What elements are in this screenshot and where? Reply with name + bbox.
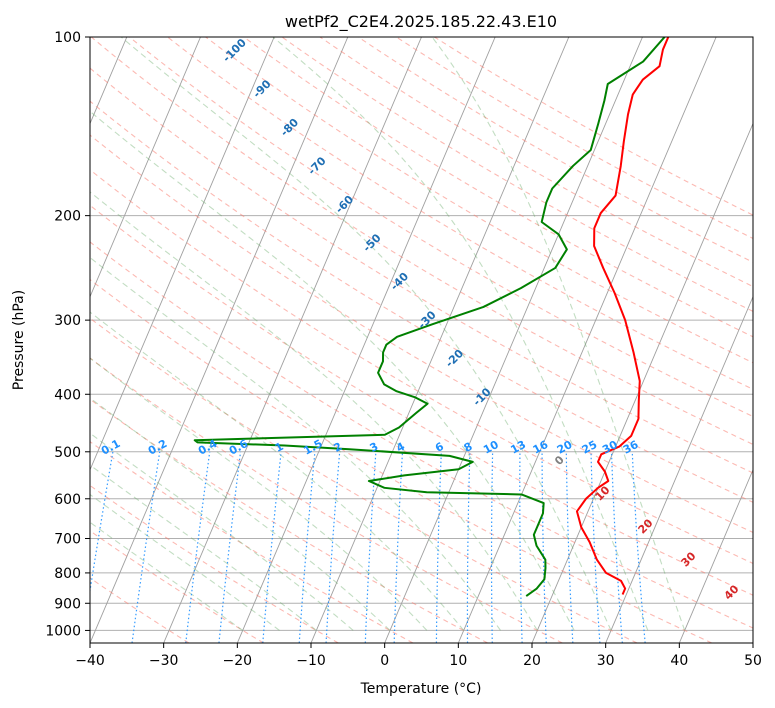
temperature-profile: [575, 37, 670, 595]
isotherm: [236, 37, 496, 643]
y-tick-label: 1000: [45, 623, 81, 639]
dry-adiabat: [90, 169, 753, 565]
chart-title: wetPf2_C2E4.2025.185.22.43.E10: [285, 12, 557, 32]
y-tick-label: 800: [54, 566, 81, 582]
dry-adiabat: [90, 357, 563, 643]
y-tick-label: 900: [54, 596, 81, 612]
moist-adiabat: [90, 521, 244, 631]
moist-adiabat: [90, 432, 354, 631]
dry-adiabat: [319, 37, 753, 288]
mixing-ratio-label: 16: [531, 438, 551, 457]
y-tick-label: 300: [54, 313, 81, 329]
x-tick-label: 50: [744, 653, 762, 669]
isotherm: [605, 295, 753, 643]
moist-adiabat: [90, 397, 391, 631]
mixing-ratio-line: [131, 451, 161, 643]
x-tick-label: 40: [670, 653, 688, 669]
moist-adiabat: [120, 37, 612, 631]
dry-adiabat: [90, 440, 414, 643]
x-tick-label: −10: [296, 653, 326, 669]
x-axis-title: Temperature (°C): [360, 681, 482, 697]
mixing-ratio-line: [298, 451, 316, 643]
isotherm: [678, 468, 753, 643]
mixing-ratio-line: [325, 451, 341, 643]
x-tick-label: −30: [149, 653, 179, 669]
mixing-ratio-line: [262, 451, 282, 643]
mixing-ratio-label: 30: [600, 438, 620, 457]
dry-adiabat: [90, 484, 339, 643]
dry-adiabat: [281, 37, 753, 312]
isotherm: [90, 37, 275, 472]
y-tick-label: 600: [54, 492, 81, 508]
moist-adiabat: [90, 311, 465, 631]
mixing-ratio-line: [610, 451, 623, 643]
y-tick-label: 500: [54, 445, 81, 461]
isotherm: [90, 37, 201, 298]
plot-frame: [89, 36, 754, 644]
moist-adiabat: [90, 464, 317, 631]
mixing-ratio-line: [590, 451, 601, 643]
moist-adiabat: [431, 37, 686, 631]
dewpoint-profile: [193, 37, 666, 597]
mixing-ratio-line: [631, 451, 646, 643]
dry-adiabat: [90, 134, 753, 534]
x-tick-label: 20: [523, 653, 541, 669]
isotherm: [384, 37, 643, 643]
mixing-ratio-label: 36: [621, 438, 641, 457]
dry-adiabat: [90, 241, 753, 629]
y-tick-label: 100: [54, 30, 81, 46]
isotherm: [163, 37, 422, 643]
moist-adiabat: [272, 37, 649, 631]
mixing-ratio-label: 25: [580, 438, 600, 457]
isotherm: [531, 122, 753, 643]
mixing-ratio-label: 10: [481, 438, 501, 457]
dry-adiabat: [129, 37, 753, 418]
moist-adiabat: [90, 493, 280, 631]
y-tick-label: 700: [54, 532, 81, 548]
mixing-ratio-label: 20: [555, 438, 575, 457]
x-tick-label: −20: [223, 653, 253, 669]
dry-adiabat: [90, 67, 753, 474]
mixing-ratio-line: [364, 451, 377, 643]
mixing-ratio-line: [185, 451, 211, 643]
isotherm: [90, 37, 349, 643]
dry-adiabat: [90, 204, 753, 596]
mixing-ratio-label: 13: [508, 438, 528, 457]
axes: −40 −30 −20 −10 0 10 20 30 40 50 100 200 300 400 500 60…: [45, 30, 762, 669]
x-tick-label: −40: [75, 653, 105, 669]
dry-adiabat: [205, 37, 753, 364]
x-tick-label: 10: [449, 653, 467, 669]
moist-adiabat: [90, 357, 428, 631]
x-tick-label: 0: [380, 653, 389, 669]
isotherm: [457, 37, 717, 643]
x-tick-label: 30: [597, 653, 615, 669]
dry-adiabat: [90, 398, 488, 643]
plot-area: [90, 37, 753, 643]
moist-adiabat: [90, 256, 501, 631]
y-axis-title: Pressure (hPa): [11, 290, 27, 390]
mixing-ratio-line: [218, 451, 242, 643]
y-tick-label: 200: [54, 209, 81, 225]
y-tick-label: 400: [54, 387, 81, 403]
